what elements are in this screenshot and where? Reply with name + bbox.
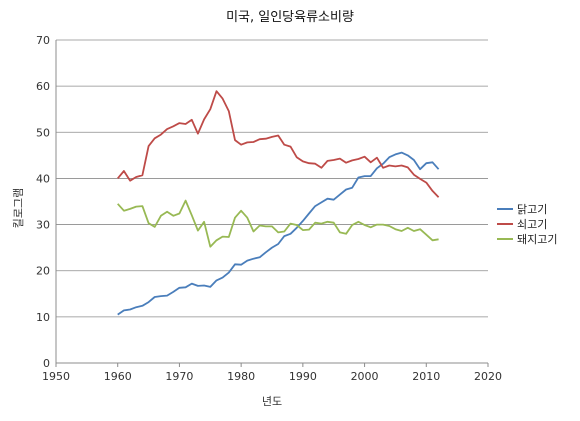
series-line-1 bbox=[117, 90, 440, 198]
y-tick-label: 0 bbox=[43, 357, 50, 370]
series-line-2 bbox=[117, 199, 439, 248]
y-tick-label: 30 bbox=[36, 219, 50, 232]
x-tick-label: 2000 bbox=[351, 370, 379, 383]
x-axis-label: 년도 bbox=[262, 395, 282, 408]
x-tick-label: 2020 bbox=[474, 370, 502, 383]
series-line-0 bbox=[117, 151, 440, 316]
legend-label: 닭고기 bbox=[517, 203, 547, 216]
x-tick-label: 2010 bbox=[412, 370, 440, 383]
y-tick-labels: 0 10 20 30 40 50 60 70 bbox=[36, 34, 50, 370]
gridlines bbox=[56, 39, 488, 318]
x-tick-label: 1980 bbox=[227, 370, 255, 383]
x-tick-labels: 1950 1960 1970 1980 1990 2000 2010 2020 bbox=[42, 370, 502, 383]
y-tick-label: 50 bbox=[36, 126, 50, 139]
y-tick-label: 20 bbox=[36, 265, 50, 278]
series-lines bbox=[117, 90, 440, 316]
x-tick-label: 1970 bbox=[165, 370, 193, 383]
legend-label: 쇠고기 bbox=[517, 218, 547, 231]
y-tick-label: 60 bbox=[36, 80, 50, 93]
y-tick-label: 10 bbox=[36, 311, 50, 324]
chart-title: 미국, 일인당육류소비량 bbox=[226, 10, 354, 25]
axes bbox=[55, 40, 489, 367]
legend-label: 돼지고기 bbox=[517, 233, 557, 246]
y-axis-label: 킬로그램 bbox=[12, 188, 25, 228]
y-tick-label: 40 bbox=[36, 172, 50, 185]
x-tick-label: 1950 bbox=[42, 370, 70, 383]
x-tick-label: 1960 bbox=[104, 370, 132, 383]
x-tick-label: 1990 bbox=[289, 370, 317, 383]
y-tick-label: 70 bbox=[36, 34, 50, 47]
